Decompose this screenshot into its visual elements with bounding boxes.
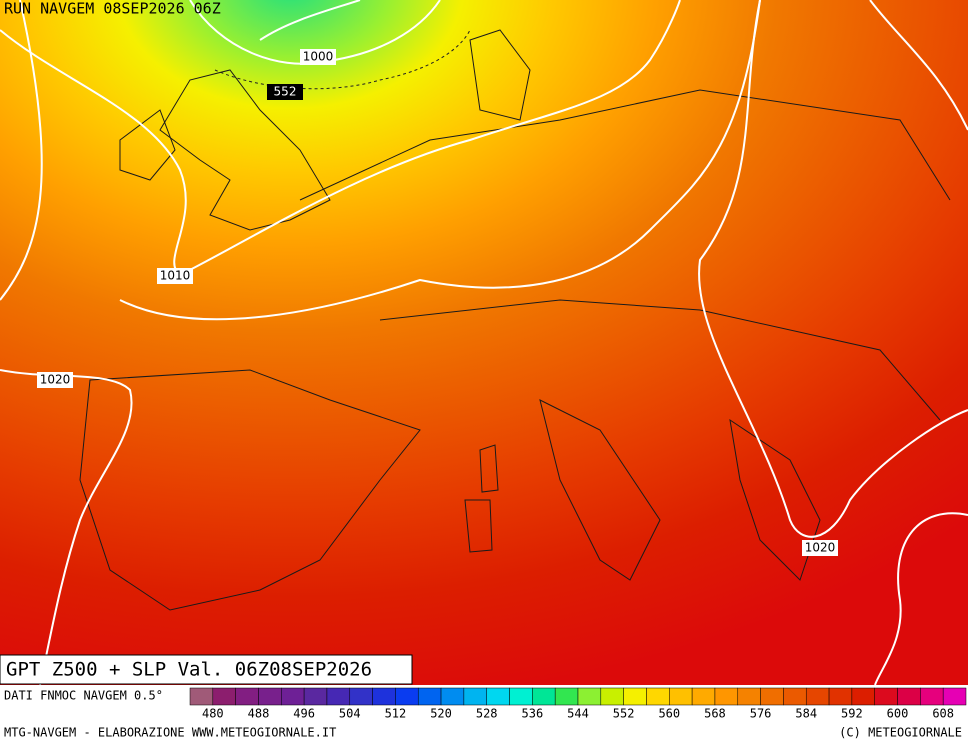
scale-swatch xyxy=(349,687,373,706)
data-source: DATI FNMOC NAVGEM 0.5° xyxy=(4,689,163,703)
scale-swatch xyxy=(600,687,624,706)
scale-label: 512 xyxy=(385,707,407,721)
scale-label: 568 xyxy=(704,707,726,721)
scale-label: 528 xyxy=(476,707,498,721)
scale-label: 520 xyxy=(430,707,452,721)
scale-swatch xyxy=(623,687,647,706)
scale-swatch xyxy=(532,687,556,706)
scale-swatch xyxy=(942,687,967,706)
scale-label: 552 xyxy=(613,707,635,721)
isobar-label-box xyxy=(157,268,193,284)
scale-swatch xyxy=(874,687,898,706)
isobar-label: 1020 xyxy=(805,541,836,555)
isobar-labels: 1000 552 1010 1020 1020 xyxy=(37,49,838,556)
scale-swatch xyxy=(258,687,282,706)
scale-swatch xyxy=(691,687,716,706)
isobar-label: 1000 xyxy=(303,50,334,64)
scale-label: 576 xyxy=(750,707,772,721)
scale-label: 544 xyxy=(567,707,589,721)
scale-label: 480 xyxy=(202,707,224,721)
scale-label: 560 xyxy=(658,707,680,721)
scale-swatch xyxy=(212,687,236,706)
isobars xyxy=(0,0,968,685)
scale-swatch xyxy=(760,687,784,706)
isobar-label: 552 xyxy=(274,85,297,99)
z500-contour xyxy=(214,29,471,90)
scale-swatch xyxy=(577,687,602,706)
scale-swatch xyxy=(897,687,921,706)
scale-swatch xyxy=(372,687,396,706)
footer-right: (C) METEOGIORNALE xyxy=(839,726,962,740)
isobar-label-box xyxy=(267,84,303,100)
scale-swatch xyxy=(554,687,579,706)
scale-swatch xyxy=(395,687,419,706)
scale-swatch xyxy=(920,687,944,706)
scale-swatch xyxy=(646,687,670,706)
map-title: GPT Z500 + SLP Val. 06Z08SEP2026 xyxy=(6,659,372,681)
scale-swatch xyxy=(235,687,259,706)
scale-swatch xyxy=(509,687,533,706)
scale-swatch xyxy=(783,687,807,706)
scale-swatch xyxy=(189,687,214,706)
title-box xyxy=(0,654,413,685)
scale-swatch xyxy=(440,687,465,706)
scale-label: 608 xyxy=(932,707,954,721)
scale-swatch xyxy=(805,687,830,706)
scale-swatch xyxy=(828,687,853,706)
isobar-label-box xyxy=(300,49,336,65)
scale-label: 584 xyxy=(795,707,817,721)
scale-swatch xyxy=(417,687,442,706)
map-field xyxy=(0,0,968,685)
scale-swatch xyxy=(486,687,510,706)
scale-swatch xyxy=(851,687,875,706)
scale-swatch xyxy=(737,687,761,706)
isobar-label: 1010 xyxy=(160,269,191,283)
scale-label: 496 xyxy=(293,707,315,721)
footer-left: MTG-NAVGEM - ELABORAZIONE WWW.METEOGIORN… xyxy=(4,726,336,740)
scale-label: 592 xyxy=(841,707,863,721)
scale-label: 536 xyxy=(522,707,544,721)
scale-label: 504 xyxy=(339,707,361,721)
isobar-label-box xyxy=(37,372,73,388)
scale-swatch xyxy=(326,687,351,706)
scale-label: 488 xyxy=(248,707,270,721)
scale-swatch xyxy=(714,687,739,706)
scale-swatch xyxy=(303,687,328,706)
isobar-label: 1020 xyxy=(40,373,71,387)
color-scale: 480 488 496 504 512 520 528 536 544 552 560 568 576 5… xyxy=(189,687,967,721)
scale-label: 600 xyxy=(887,707,909,721)
scale-swatch xyxy=(281,687,305,706)
scale-swatch xyxy=(669,687,693,706)
isobar-label-box xyxy=(802,540,838,556)
run-header: RUN NAVGEM 08SEP2026 06Z xyxy=(4,0,221,18)
scale-swatch xyxy=(463,687,487,706)
coastlines xyxy=(79,29,951,611)
